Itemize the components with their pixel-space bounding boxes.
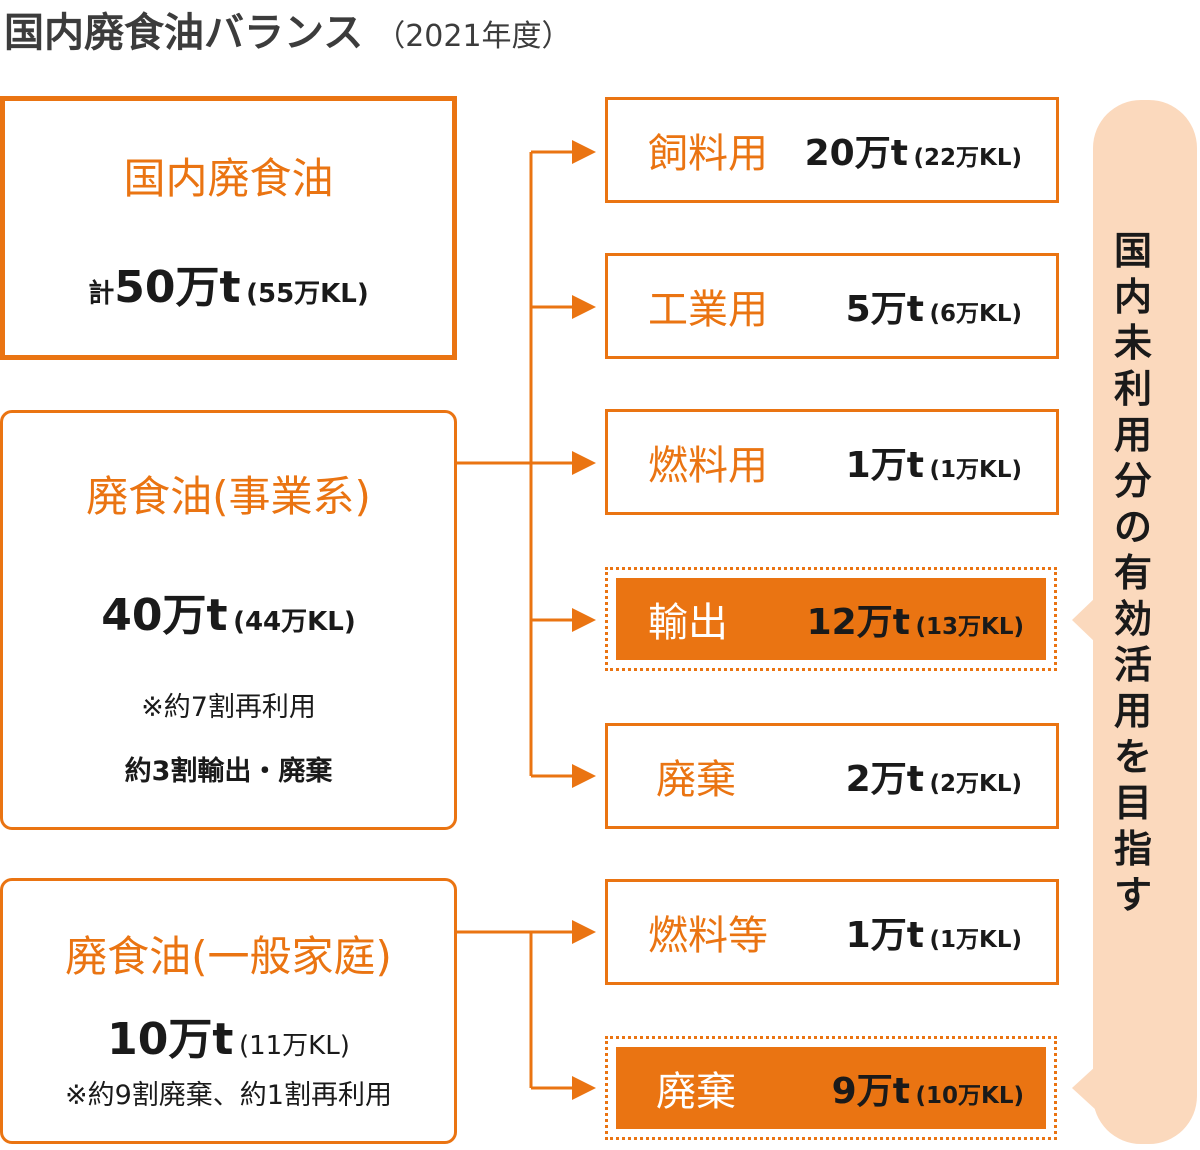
dest-kl: (1万KL)	[929, 457, 1022, 483]
arrowheads-household	[572, 920, 596, 1100]
total-amount-kl: (55万KL)	[246, 279, 369, 309]
dest-label: 燃料等	[648, 913, 768, 959]
goal-callout	[1072, 100, 1197, 1144]
dest-value: 1万t (1万KL)	[846, 906, 1022, 958]
dest-value: 20万t (22万KL)	[805, 124, 1022, 176]
dest-value: 5万t (6万KL)	[846, 280, 1022, 332]
dest-waste-household: 廃棄 9万t (10万KL)	[605, 1036, 1057, 1140]
dest-fuel: 燃料用 1万t (1万KL)	[605, 409, 1059, 515]
dest-label: 燃料用	[648, 443, 768, 489]
dest-kl: (6万KL)	[929, 301, 1022, 327]
business-amount-value: 40万t	[101, 590, 228, 641]
dest-value: 1万t (1万KL)	[846, 436, 1022, 488]
dest-export-highlight: 輸出 12万t (13万KL)	[616, 578, 1046, 660]
household-amount-value: 10万t	[107, 1014, 234, 1065]
dest-amount: 5万t	[845, 289, 924, 330]
source-household-box: 廃食油(一般家庭) 10万t (11万KL) ※約9割廃棄、約1割再利用	[0, 878, 457, 1144]
business-amount-kl: (44万KL)	[233, 607, 356, 637]
title-row: 国内廃食油バランス （2021年度）	[4, 0, 572, 56]
source-household-amount: 10万t (11万KL)	[3, 1003, 454, 1067]
source-total-amount: 計50万t (55万KL)	[5, 251, 452, 315]
dest-label: 飼料用	[648, 131, 768, 177]
business-note-export: 約3割輸出・廃棄	[124, 756, 333, 787]
dest-feed: 飼料用 20万t (22万KL)	[605, 97, 1059, 203]
page-title: 国内廃食油バランス	[4, 10, 364, 56]
business-connector	[455, 150, 590, 778]
dest-amount: 9万t	[831, 1071, 910, 1112]
source-total-box: 国内廃食油 計50万t (55万KL)	[0, 96, 457, 360]
dest-waste-household-highlight: 廃棄 9万t (10万KL)	[616, 1047, 1046, 1129]
dest-amount: 1万t	[845, 445, 924, 486]
dest-fuel-etc: 燃料等 1万t (1万KL)	[605, 879, 1059, 985]
dest-amount: 12万t	[806, 602, 910, 643]
dest-kl: (2万KL)	[929, 771, 1022, 797]
dest-label: 工業用	[648, 287, 768, 333]
dest-value: 12万t (13万KL)	[807, 593, 1024, 645]
dest-amount: 1万t	[845, 915, 924, 956]
dest-amount: 20万t	[804, 133, 908, 174]
page-subtitle-year: （2021年度）	[375, 19, 572, 54]
dest-amount: 2万t	[845, 759, 924, 800]
dest-industrial: 工業用 5万t (6万KL)	[605, 253, 1059, 359]
dest-kl: (10万KL)	[915, 1083, 1024, 1109]
arrowheads-business	[572, 140, 596, 788]
dest-label: 廃棄	[656, 1069, 736, 1115]
dest-kl: (22万KL)	[913, 145, 1022, 171]
dest-kl: (13万KL)	[915, 614, 1024, 640]
source-business-amount: 40万t (44万KL)	[3, 579, 454, 643]
goal-callout-text: 国内未利用分の有効活用を目指す	[1113, 229, 1152, 917]
business-note-reuse: ※約7割再利用	[141, 692, 316, 723]
household-connector	[455, 930, 590, 1090]
dest-label: 輸出	[648, 600, 728, 646]
source-household-name: 廃食油(一般家庭)	[65, 932, 392, 981]
dest-value: 9万t (10万KL)	[832, 1062, 1024, 1114]
household-amount-kl: (11万KL)	[238, 1031, 350, 1061]
dest-label: 廃棄	[656, 757, 736, 803]
dest-waste-business: 廃棄 2万t (2万KL)	[605, 723, 1059, 829]
source-business-box: 廃食油(事業系) 40万t (44万KL) ※約7割再利用 約3割輸出・廃棄	[0, 410, 457, 830]
dest-export: 輸出 12万t (13万KL)	[605, 567, 1057, 671]
dest-kl: (1万KL)	[929, 927, 1022, 953]
household-note: ※約9割廃棄、約1割再利用	[65, 1080, 392, 1111]
source-total-name: 国内廃食油	[123, 154, 334, 203]
source-business-name: 廃食油(事業系)	[86, 472, 371, 521]
total-prefix: 計	[88, 279, 115, 309]
dest-value: 2万t (2万KL)	[846, 750, 1022, 802]
total-amount-value: 50万t	[114, 262, 241, 313]
